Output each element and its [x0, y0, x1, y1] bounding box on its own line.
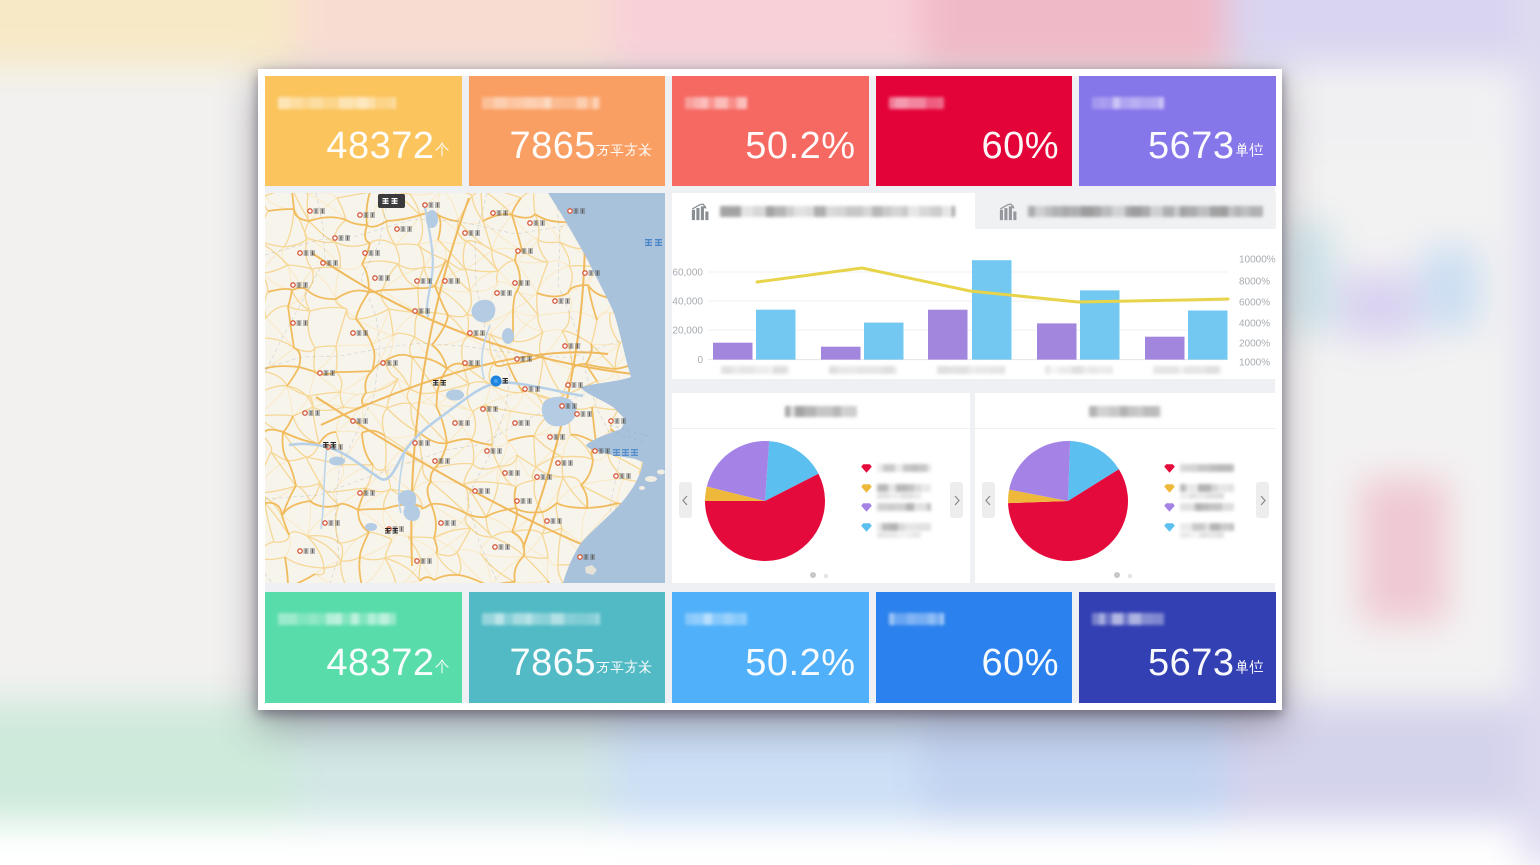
svg-text:8000%: 8000%: [1239, 277, 1270, 288]
svg-text:4000%: 4000%: [1239, 319, 1270, 330]
svg-text:40,000: 40,000: [672, 297, 703, 308]
svg-text:6000%: 6000%: [1239, 298, 1270, 309]
svg-text:60,000: 60,000: [672, 268, 703, 279]
svg-text:1000%: 1000%: [1239, 358, 1270, 369]
svg-text:2000%: 2000%: [1239, 339, 1270, 350]
svg-text:10000%: 10000%: [1239, 255, 1276, 266]
svg-text:0: 0: [697, 355, 703, 366]
svg-text:20,000: 20,000: [672, 326, 703, 337]
